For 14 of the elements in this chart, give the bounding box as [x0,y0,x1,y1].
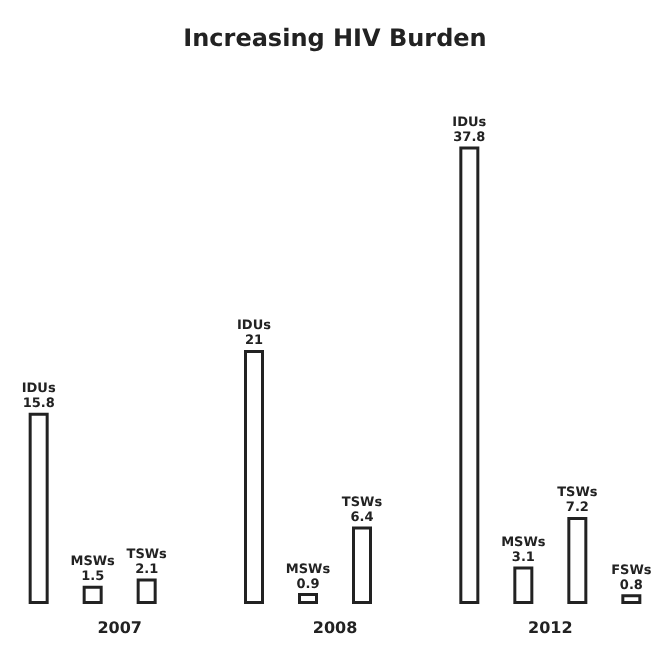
bar [244,349,264,604]
x-tick-label: 2008 [312,619,359,637]
bar [513,566,534,604]
bar [567,516,588,604]
bar [621,594,642,604]
bar [352,526,372,604]
x-tick-label: 2007 [97,619,142,637]
bar [298,593,318,604]
bar [136,578,157,604]
chart-title: Increasing HIV Burden [183,24,487,52]
x-tick-label: 2012 [528,619,573,637]
bar [459,146,480,604]
bar [28,412,49,604]
bar [82,585,103,604]
